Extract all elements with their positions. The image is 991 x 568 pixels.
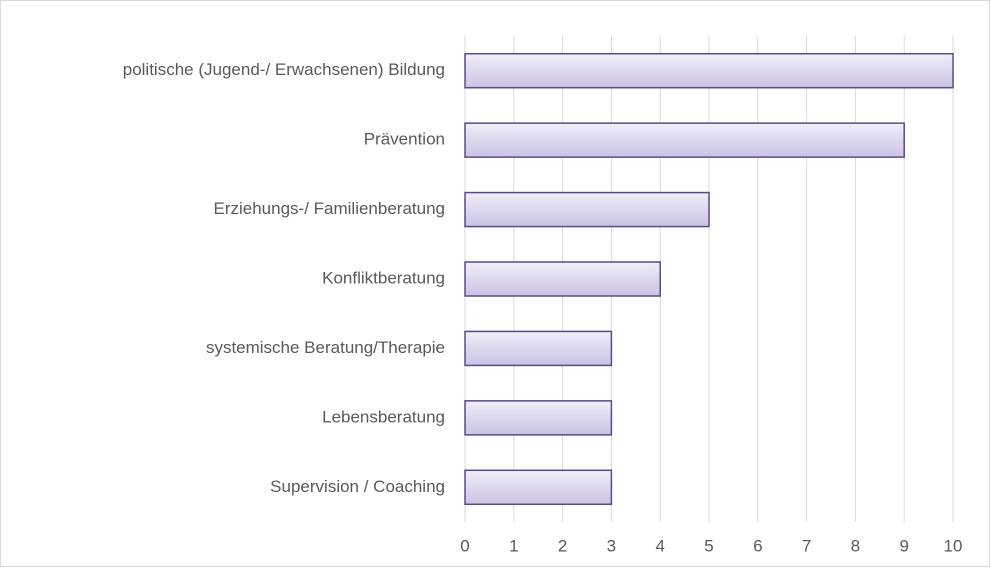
bar xyxy=(464,52,954,89)
x-tick-label: 7 xyxy=(802,536,811,555)
x-tick-label: 0 xyxy=(460,536,469,555)
x-tick-label: 10 xyxy=(944,536,963,555)
y-tick-label: politische (Jugend-/ Erwachsenen) Bildun… xyxy=(123,60,445,79)
x-tick-label: 5 xyxy=(704,536,713,555)
x-tick-label: 8 xyxy=(851,536,860,555)
y-tick-label: Supervision / Coaching xyxy=(270,477,445,496)
x-tick-label: 4 xyxy=(655,536,664,555)
bar xyxy=(464,400,613,436)
y-tick-label: Erziehungs-/ Familienberatung xyxy=(213,199,445,218)
x-tick-label: 3 xyxy=(607,536,616,555)
x-tick-label: 2 xyxy=(558,536,567,555)
y-tick-label: systemische Beratung/Therapie xyxy=(206,338,445,357)
bar xyxy=(464,261,661,297)
y-tick-label: Prävention xyxy=(364,130,445,149)
y-tick-label: Lebensberatung xyxy=(322,407,445,426)
x-tick-label: 1 xyxy=(509,536,518,555)
x-tick-label: 6 xyxy=(753,536,762,555)
bar xyxy=(464,469,613,506)
bar xyxy=(464,191,710,228)
bar xyxy=(464,122,905,158)
x-tick-label: 9 xyxy=(899,536,908,555)
y-tick-label: Konfliktberatung xyxy=(322,268,445,287)
bar xyxy=(464,330,613,367)
